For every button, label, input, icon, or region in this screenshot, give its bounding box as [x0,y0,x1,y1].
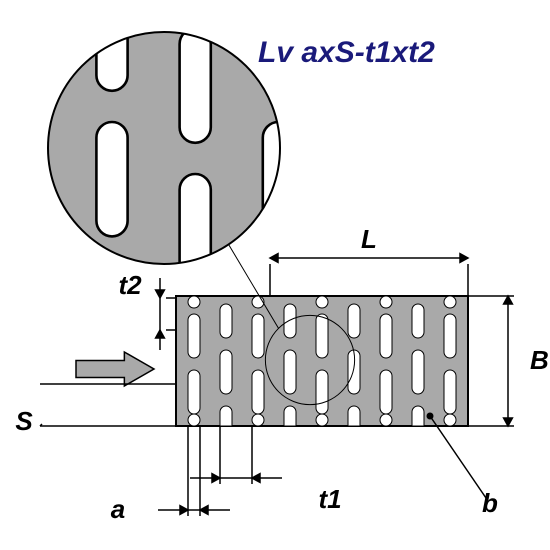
label-B: B [530,345,549,375]
direction-arrow-icon [76,352,154,386]
diagram-title: Lv axS-t1xt2 [258,36,435,69]
label-b: b [482,488,498,518]
label-t2: t2 [118,270,142,300]
label-S: S [15,406,33,436]
label-t1: t1 [318,484,341,514]
label-a: a [111,494,125,524]
label-L: L [361,224,377,254]
